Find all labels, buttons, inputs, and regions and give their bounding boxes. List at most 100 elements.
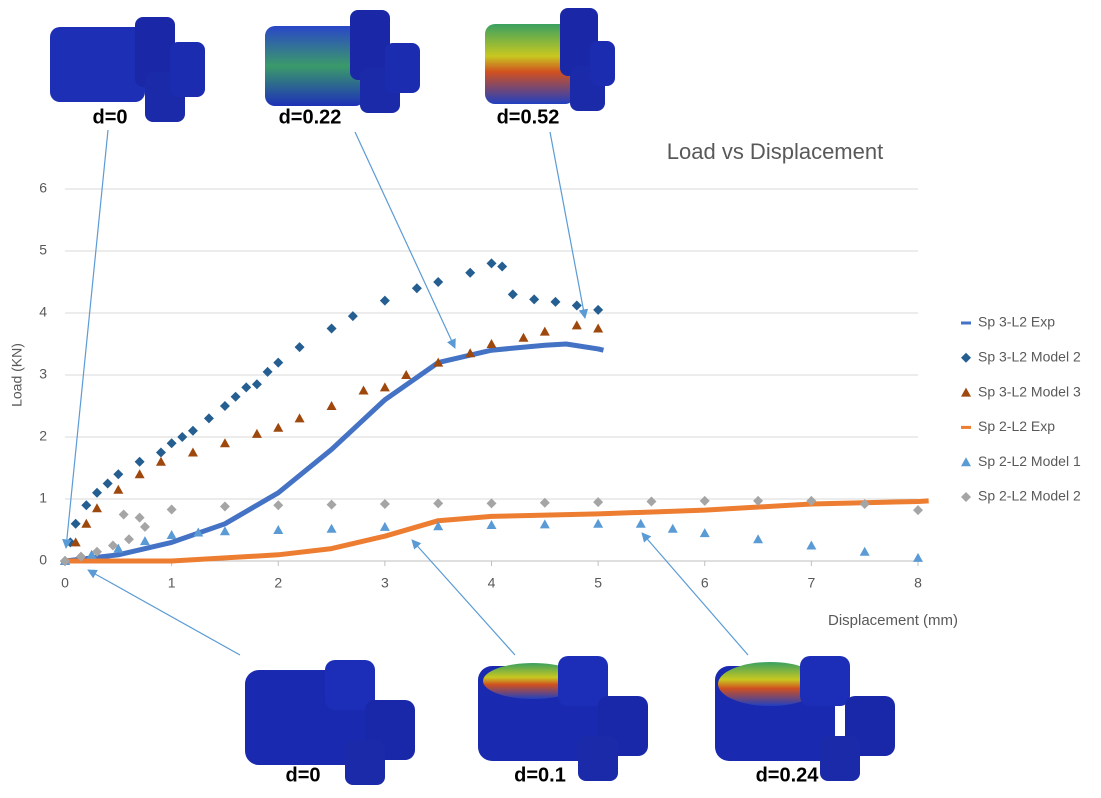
annotation: d=0.1	[514, 764, 566, 786]
marker	[593, 304, 604, 315]
marker	[379, 382, 390, 392]
legend-label: Sp 3-L2 Model 3	[978, 383, 1081, 399]
marker	[486, 520, 497, 530]
marker	[91, 546, 102, 557]
y-tick-label: 3	[39, 366, 47, 382]
marker	[134, 456, 145, 467]
marker	[75, 551, 86, 562]
marker	[571, 300, 582, 311]
marker	[123, 534, 134, 545]
legend-label: Sp 3-L2 Exp	[978, 314, 1055, 330]
marker	[155, 447, 166, 458]
marker	[433, 357, 444, 367]
marker	[358, 385, 369, 395]
series	[65, 498, 929, 564]
marker	[433, 521, 444, 531]
marker	[251, 428, 262, 438]
marker	[187, 425, 198, 436]
plot-area: 0 1 2 3 4 5 6 0 1 2 3 4 5 6 7 8	[39, 180, 929, 591]
marker	[107, 540, 118, 551]
x-tick-label: 1	[168, 575, 176, 591]
marker	[753, 534, 764, 544]
marker	[273, 422, 284, 432]
legend: Sp 3-L2 Exp Sp 3-L2 Model 2 Sp 3-L2 Model …	[961, 314, 1081, 504]
marker	[646, 496, 657, 507]
x-axis-label: Displacement (mm)	[828, 612, 958, 629]
marker	[203, 413, 214, 424]
marker	[961, 425, 971, 429]
legend-label: Sp 2-L2 Model 1	[978, 453, 1081, 469]
marker	[379, 295, 390, 306]
y-tick-label: 1	[39, 490, 47, 506]
legend-label: Sp 2-L2 Exp	[978, 418, 1055, 434]
x-tick-label: 2	[274, 575, 282, 591]
marker	[139, 536, 150, 546]
marker	[326, 499, 337, 510]
y-tick-label: 5	[39, 242, 47, 258]
legend-label: Sp 2-L2 Model 2	[978, 488, 1081, 504]
marker	[401, 370, 412, 379]
x-tick-label: 5	[594, 575, 602, 591]
marker	[859, 498, 870, 509]
marker	[486, 498, 497, 509]
marker	[219, 401, 230, 411]
marker	[699, 495, 710, 506]
marker	[273, 357, 284, 368]
x-tick-label: 4	[488, 575, 496, 591]
legend-label: Sp 3-L2 Model 2	[978, 349, 1081, 365]
marker	[294, 342, 305, 353]
line	[64, 341, 605, 564]
marker	[753, 495, 764, 506]
marker	[326, 401, 337, 410]
series	[64, 341, 605, 564]
marker	[961, 492, 971, 502]
marker	[961, 387, 971, 397]
marker	[273, 525, 284, 534]
marker	[113, 484, 124, 494]
line	[65, 498, 929, 564]
y-tick-label: 6	[39, 180, 47, 196]
x-tick-label: 0	[61, 575, 69, 591]
y-tick-label: 4	[39, 304, 47, 320]
marker	[91, 487, 102, 498]
marker	[139, 521, 150, 532]
marker	[593, 497, 604, 508]
marker	[86, 549, 97, 559]
marker	[379, 498, 390, 509]
annotation: d=0.22	[279, 106, 342, 128]
marker	[70, 518, 81, 529]
x-tick-label: 7	[807, 575, 815, 591]
marker	[486, 339, 497, 348]
marker	[433, 498, 444, 509]
marker	[667, 523, 678, 533]
marker	[347, 311, 358, 322]
marker	[593, 518, 604, 528]
marker	[166, 438, 177, 449]
y-tick-label: 2	[39, 428, 47, 444]
marker	[465, 348, 476, 358]
x-tick-label: 3	[381, 575, 389, 591]
marker	[262, 366, 273, 377]
marker	[806, 540, 817, 550]
marker	[91, 503, 102, 513]
series	[60, 495, 923, 566]
marker	[497, 261, 508, 272]
marker	[635, 518, 646, 528]
marker	[187, 447, 198, 457]
annotation: d=0	[92, 106, 127, 128]
x-tick-label: 6	[701, 575, 709, 591]
marker	[241, 382, 252, 393]
marker	[859, 546, 870, 556]
marker	[913, 505, 923, 516]
chart-title: Load vs Displacement	[667, 139, 883, 164]
marker	[113, 469, 124, 480]
marker	[571, 320, 582, 330]
annotation: d=0.24	[756, 764, 820, 786]
marker	[593, 323, 604, 333]
marker	[166, 504, 177, 515]
marker	[913, 552, 923, 562]
marker	[134, 512, 145, 523]
marker	[411, 283, 422, 294]
marker	[433, 277, 444, 287]
